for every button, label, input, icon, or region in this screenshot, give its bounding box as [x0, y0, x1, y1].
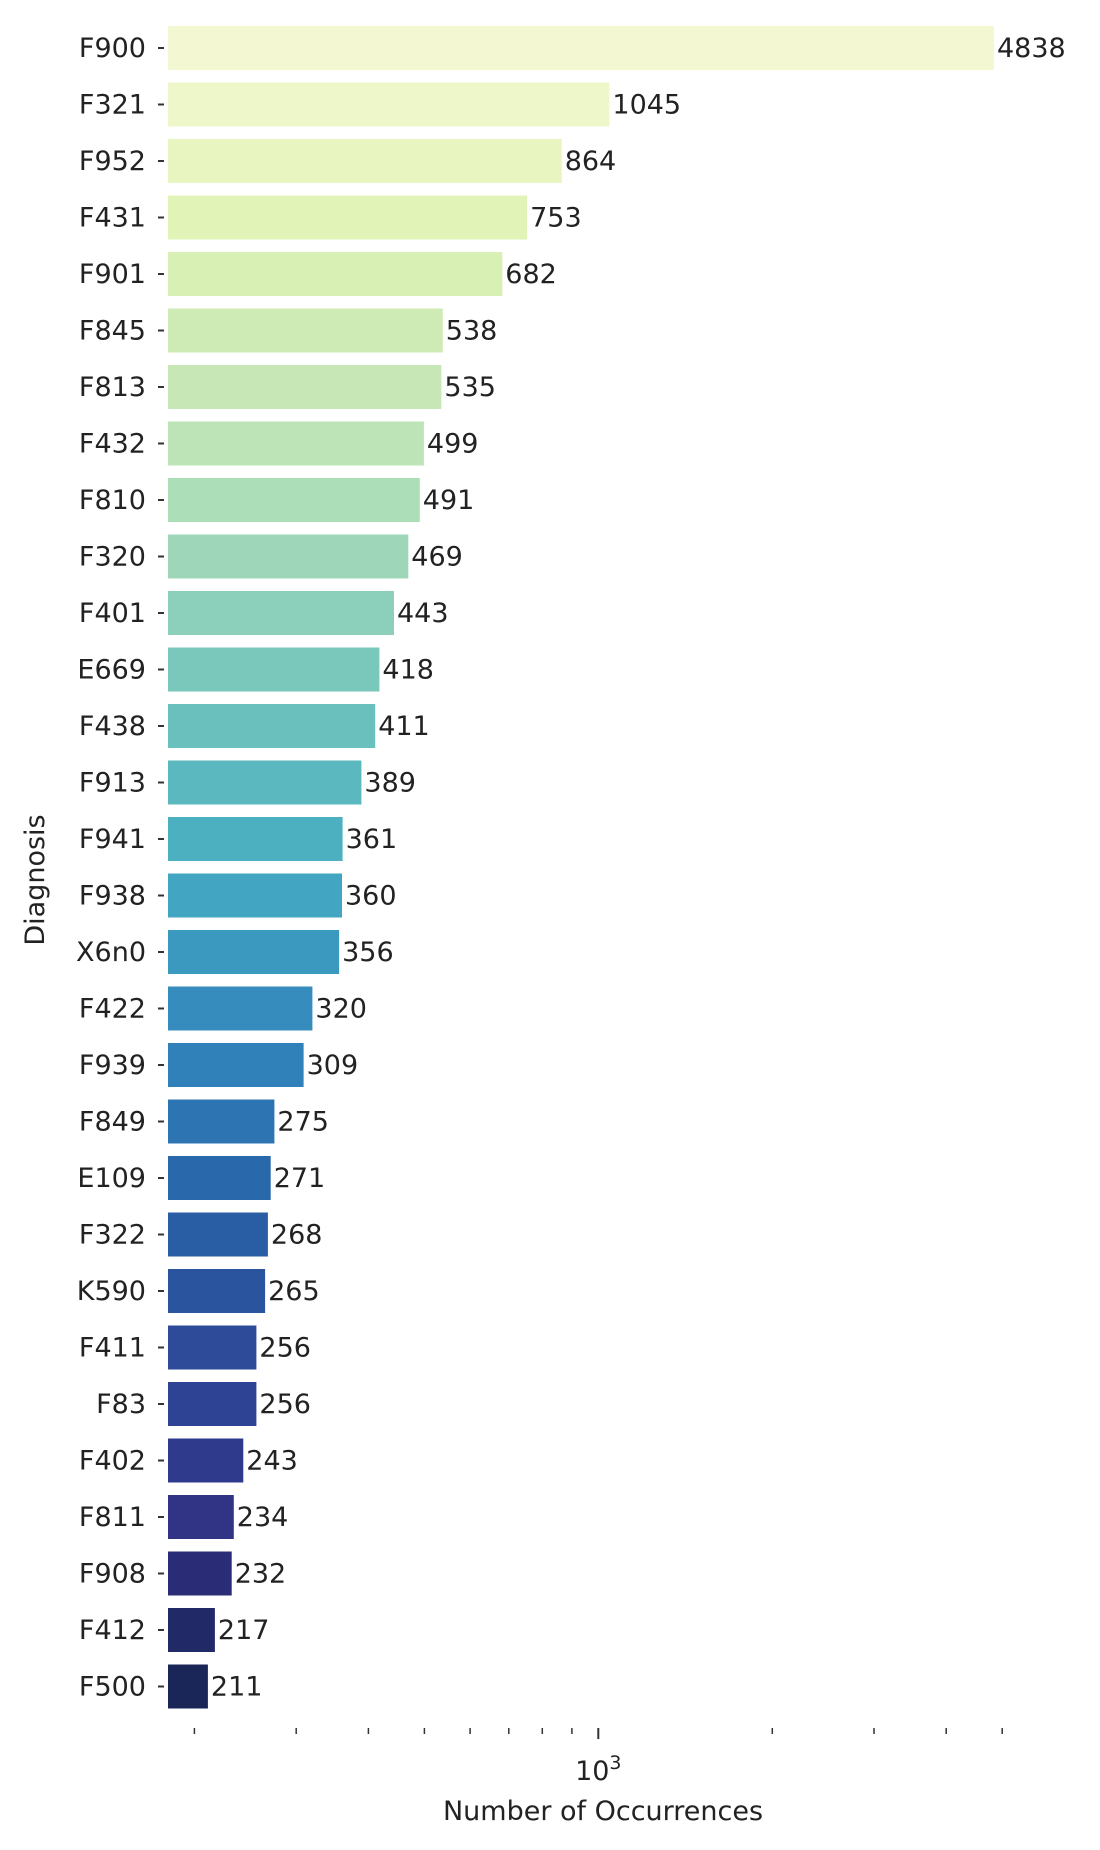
category-label-F322: F322 — [79, 1220, 146, 1251]
category-label-F901: F901 — [79, 259, 146, 290]
category-label-F849: F849 — [79, 1107, 146, 1138]
value-label-F401: 443 — [397, 598, 449, 629]
bar-F941 — [168, 817, 343, 861]
value-label-F438: 411 — [378, 711, 430, 742]
value-label-F411: 256 — [259, 1333, 311, 1364]
bar-F913 — [168, 760, 362, 805]
category-label-F411: F411 — [79, 1333, 146, 1364]
bar-F412 — [168, 1608, 215, 1652]
bar-F810 — [168, 478, 420, 522]
bar-F438 — [168, 704, 376, 748]
value-label-X6n0: 356 — [342, 937, 394, 968]
bar-F422 — [168, 986, 313, 1031]
category-label-F900: F900 — [79, 33, 146, 64]
value-label-F939: 309 — [307, 1050, 359, 1081]
value-label-F913: 389 — [364, 768, 416, 799]
category-label-F941: F941 — [79, 824, 146, 855]
value-label-F432: 499 — [427, 429, 479, 460]
value-label-F83: 256 — [259, 1389, 311, 1420]
value-label-F938: 360 — [345, 881, 397, 912]
bar-F901 — [168, 252, 503, 296]
category-label-F500: F500 — [79, 1672, 146, 1703]
category-label-F401: F401 — [79, 598, 146, 629]
bar-F939 — [168, 1043, 304, 1087]
value-label-F908: 232 — [235, 1559, 287, 1590]
value-label-F321: 1045 — [612, 90, 681, 121]
bar-F321 — [168, 82, 610, 127]
category-label-K590: K590 — [77, 1276, 146, 1307]
value-label-F900: 4838 — [997, 33, 1066, 64]
value-label-F849: 275 — [277, 1107, 329, 1138]
bar-X6n0 — [168, 930, 340, 974]
value-label-F901: 682 — [505, 259, 557, 290]
bar-F845 — [168, 308, 443, 353]
category-label-F939: F939 — [79, 1050, 146, 1081]
category-label-F913: F913 — [79, 768, 146, 799]
category-label-F952: F952 — [79, 146, 146, 177]
x-axis: 103 — [193, 1728, 1003, 1787]
category-label-F402: F402 — [79, 1446, 146, 1477]
category-label-F908: F908 — [79, 1559, 146, 1590]
bar-F411 — [168, 1325, 257, 1370]
category-label-F811: F811 — [79, 1502, 146, 1533]
category-label-F432: F432 — [79, 429, 146, 460]
bar-F320 — [168, 534, 409, 579]
category-label-F321: F321 — [79, 90, 146, 121]
value-label-F402: 243 — [246, 1446, 298, 1477]
category-label-F422: F422 — [79, 994, 146, 1025]
category-label-F83: F83 — [96, 1389, 146, 1420]
value-label-F500: 211 — [211, 1672, 263, 1703]
bar-F811 — [168, 1495, 234, 1539]
category-label-F813: F813 — [79, 372, 146, 403]
bar-E669 — [168, 647, 380, 692]
category-label-X6n0: X6n0 — [76, 937, 146, 968]
bar-F83 — [168, 1382, 257, 1426]
value-label-E669: 418 — [382, 655, 434, 686]
category-label-F845: F845 — [79, 316, 146, 347]
bar-F849 — [168, 1099, 275, 1144]
value-label-F941: 361 — [346, 824, 398, 855]
x-tick-label-1000: 103 — [575, 1752, 621, 1787]
bar-F813 — [168, 365, 442, 409]
value-label-F952: 864 — [565, 146, 617, 177]
category-label-F431: F431 — [79, 203, 146, 234]
category-label-E109: E109 — [77, 1163, 146, 1194]
category-label-F320: F320 — [79, 542, 146, 573]
bars-layer — [168, 26, 994, 1709]
x-axis-label: Number of Occurrences — [443, 1796, 763, 1827]
value-label-F811: 234 — [237, 1502, 289, 1533]
value-label-F412: 217 — [218, 1615, 270, 1646]
value-label-F813: 535 — [444, 372, 496, 403]
category-labels: F900 F321 F952 F431 F901 F845 F813 F432 F810 F320… — [76, 33, 164, 1703]
category-label-F938: F938 — [79, 881, 146, 912]
bar-F402 — [168, 1438, 244, 1483]
value-label-K590: 265 — [268, 1276, 320, 1307]
bar-F908 — [168, 1551, 232, 1596]
bar-F401 — [168, 591, 394, 635]
value-label-F322: 268 — [271, 1220, 323, 1251]
category-label-E669: E669 — [77, 655, 146, 686]
bar-F431 — [168, 195, 528, 240]
bar-E109 — [168, 1156, 271, 1200]
value-label-E109: 271 — [274, 1163, 326, 1194]
bar-F322 — [168, 1212, 268, 1257]
value-label-F422: 320 — [315, 994, 367, 1025]
value-label-F431: 753 — [530, 203, 582, 234]
bar-K590 — [168, 1269, 266, 1313]
bar-F952 — [168, 139, 562, 183]
value-label-F320: 469 — [411, 542, 463, 573]
bar-F432 — [168, 421, 424, 466]
bar-F938 — [168, 873, 342, 918]
value-label-F845: 538 — [446, 316, 498, 347]
category-label-F412: F412 — [79, 1615, 146, 1646]
category-label-F810: F810 — [79, 485, 146, 516]
category-label-F438: F438 — [79, 711, 146, 742]
bar-F900 — [168, 26, 994, 70]
bar-F500 — [168, 1664, 208, 1709]
y-axis-label: Diagnosis — [20, 814, 51, 945]
value-label-F810: 491 — [423, 485, 475, 516]
